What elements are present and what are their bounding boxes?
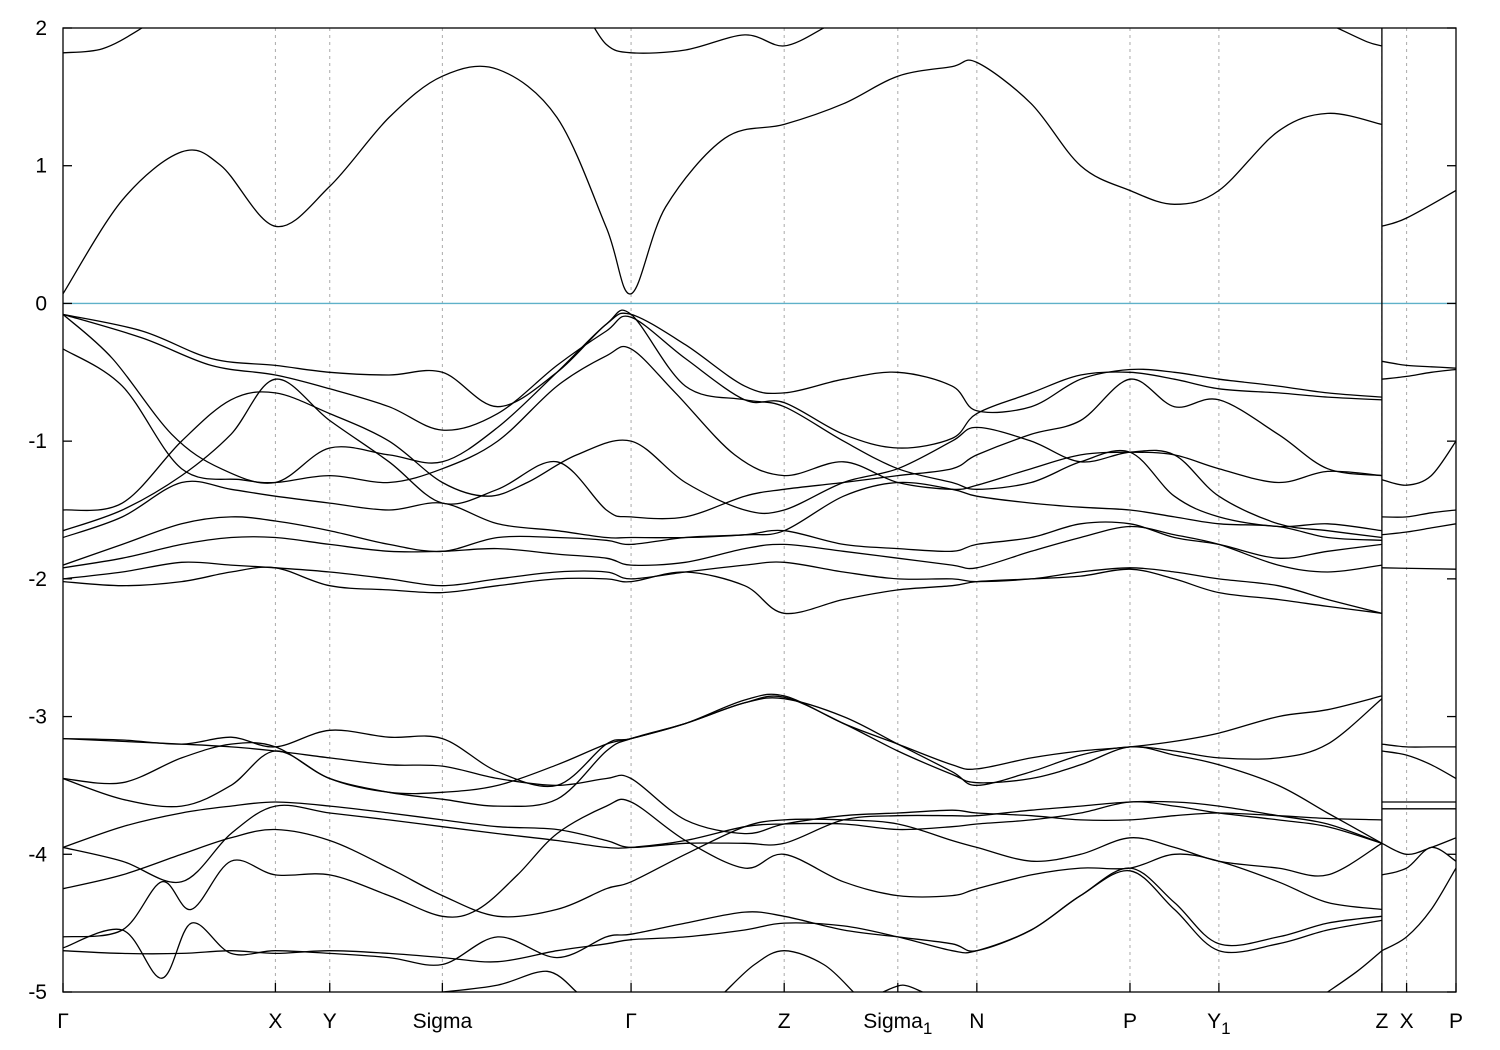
band-42	[1327, 950, 1383, 992]
band-38	[1381, 867, 1456, 952]
band-12	[63, 516, 1382, 566]
plot-frame	[62, 27, 1457, 993]
band-5	[63, 312, 1382, 414]
band-33	[1381, 750, 1456, 780]
band-lines	[63, 28, 1456, 992]
x-tick-label-6: Sigma1	[863, 1010, 932, 1038]
band-14	[63, 561, 1383, 614]
y-tick-label: 0	[35, 292, 47, 315]
band-16	[1381, 360, 1456, 369]
x-tick-label-4: Γ	[625, 1010, 637, 1033]
y-axis-ticks: 2 1 0 -1 -2 -3 -4 -5	[28, 17, 1456, 1004]
band-40	[724, 950, 854, 992]
band-32	[1381, 743, 1456, 748]
band-27	[63, 801, 1383, 884]
band-19	[1381, 509, 1456, 518]
band-37	[1381, 846, 1456, 876]
band-8	[63, 309, 1382, 532]
band-36	[1381, 837, 1456, 855]
band-13	[63, 525, 1382, 573]
band-0	[63, 59, 1383, 295]
band-28	[63, 818, 1383, 918]
x-tick-label-1: X	[268, 1010, 282, 1033]
x-tick-label-9: Y1	[1207, 1010, 1230, 1038]
band-10	[63, 378, 1382, 532]
x-tick-label-7: N	[969, 1010, 984, 1033]
band-6	[63, 313, 1382, 449]
band-22	[63, 693, 1383, 788]
y-tick-label: -5	[28, 981, 47, 1004]
y-tick-label: -4	[28, 843, 47, 866]
band-9	[63, 391, 1382, 539]
x-tick-label-10: Z	[1375, 1010, 1388, 1033]
band-11	[63, 480, 1382, 541]
band-3	[593, 28, 824, 54]
band-41	[882, 984, 923, 992]
band-30	[63, 867, 1382, 979]
band-17	[1381, 368, 1456, 380]
band-31	[63, 870, 1383, 963]
band-7	[63, 345, 1382, 491]
band-26	[63, 800, 1383, 849]
y-tick-label: -2	[28, 568, 47, 591]
band-21	[1381, 567, 1456, 570]
y-tick-label: 2	[35, 17, 47, 40]
x-tick-label-2: Y	[323, 1010, 337, 1033]
x-tick-label-12: P	[1449, 1010, 1463, 1033]
x-tick-label-11: X	[1400, 1010, 1414, 1033]
band-18	[1381, 440, 1456, 486]
x-tick-label-5: Z	[778, 1010, 791, 1033]
band-4	[1337, 28, 1383, 47]
band-29	[63, 798, 1382, 938]
band-25	[63, 695, 1383, 844]
band-39	[442, 970, 578, 992]
band-2	[63, 28, 144, 54]
x-tick-label-3: Sigma	[413, 1010, 473, 1033]
band-15	[63, 566, 1382, 615]
y-tick-label: 1	[35, 155, 47, 178]
band-23	[63, 737, 1382, 835]
x-axis-ticks: Γ X Y Sigma Γ Z Sigma1 N P Y1 Z X P	[57, 983, 1463, 1038]
y-tick-label: -1	[28, 430, 47, 453]
y-tick-label: -3	[28, 706, 47, 729]
band-1	[1381, 189, 1456, 227]
band-20	[1381, 523, 1456, 536]
x-tick-label-8: P	[1123, 1010, 1137, 1033]
x-tick-label-0: Γ	[57, 1010, 69, 1033]
